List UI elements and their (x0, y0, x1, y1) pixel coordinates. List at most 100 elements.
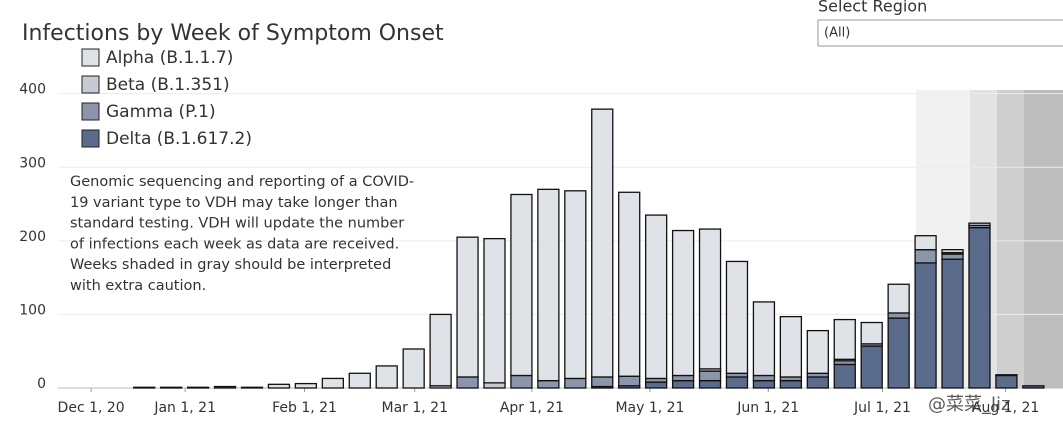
bar-segment (968, 222, 991, 227)
bar-segment (456, 236, 479, 378)
annotation-line: with extra caution. (70, 278, 206, 294)
bar-segment (483, 382, 506, 389)
bar-segment (213, 385, 237, 389)
bar-segment (914, 249, 937, 264)
annotation-line: Genomic sequencing and reporting of a CO… (70, 174, 414, 190)
bar-segment (941, 258, 964, 389)
bar-segment (564, 377, 587, 389)
y-tick-label: 400 (19, 82, 46, 98)
bar-segment (833, 318, 856, 360)
bar-segment (752, 301, 776, 377)
legend-label: Gamma (P.1) (106, 102, 216, 122)
legend-swatch (81, 48, 100, 67)
y-tick-label: 200 (19, 229, 46, 245)
x-tick-label: Apr 1, 21 (500, 400, 564, 416)
x-tick-label: Jun 1, 21 (736, 400, 799, 416)
x-tick-label: Dec 1, 20 (58, 400, 125, 416)
annotation-line: of infections each week as data are rece… (70, 236, 399, 252)
bar-segment (860, 321, 883, 345)
bar-segment (294, 382, 318, 389)
bar-segment (779, 379, 803, 389)
bar-segment (698, 228, 722, 370)
bar-segment (591, 108, 614, 378)
annotation-line: Weeks shaded in gray should be interpret… (70, 257, 391, 273)
chart-title: Infections by Week of Symptom Onset (22, 21, 444, 46)
bar-segment (671, 379, 695, 389)
bar-segment (941, 253, 964, 260)
bar-segment (348, 372, 371, 389)
y-tick-label: 100 (19, 302, 46, 318)
annotation-line: 19 variant type to VDH may take longer t… (70, 195, 398, 211)
bar-segment (725, 376, 749, 389)
bar-segment (779, 315, 803, 378)
filter-value[interactable]: (All) (824, 26, 850, 41)
bar-segment (375, 365, 398, 389)
bar-segment (752, 374, 776, 382)
grid: 0 100 200 300 400 Dec 1, 20 Jan 1, 21 Feb 1, 21… (19, 82, 1063, 416)
legend: Alpha (B.1.1.7) Beta (B.1.351) Gamma (P.1)… (81, 48, 252, 149)
bar-segment (752, 379, 776, 389)
bar-segment (725, 260, 749, 374)
legend-swatch (81, 75, 100, 94)
bar-segment (618, 191, 641, 377)
shade-band (997, 90, 1024, 388)
bar-segment (186, 386, 210, 389)
bar-segment (618, 375, 641, 387)
bar-segment (698, 370, 722, 382)
bar-segment (887, 317, 910, 389)
x-tick-label: Jan 1, 21 (153, 400, 216, 416)
bar-segment (402, 348, 425, 389)
bar-segment (887, 283, 910, 314)
x-tick-label: May 1, 21 (615, 400, 684, 416)
bar-segment (995, 374, 1018, 377)
bar-segment (429, 313, 452, 387)
bar-segment (887, 312, 910, 319)
legend-label: Beta (B.1.351) (106, 75, 230, 95)
bar-segment (671, 229, 695, 377)
bar-segment (833, 363, 856, 389)
legend-swatch (81, 102, 100, 121)
bar-segment (914, 262, 937, 389)
bar-segment (564, 190, 587, 380)
bar-segment (456, 376, 479, 389)
y-tick-label: 0 (37, 376, 46, 392)
bar-segment (133, 386, 156, 389)
bar-segment (591, 376, 614, 388)
bar-segment (968, 226, 991, 389)
bar-segment (671, 374, 695, 382)
bar-segment (510, 193, 533, 377)
bar-segment (860, 345, 883, 389)
x-tick-label: Jul 1, 21 (853, 400, 911, 416)
bar-segment (240, 386, 264, 389)
bar-segment (321, 377, 344, 389)
bar-segment (995, 374, 1018, 389)
filter-dropdown[interactable] (817, 19, 1063, 47)
bar-segment (806, 376, 829, 389)
bar-segment (941, 249, 964, 254)
bar-segment (483, 237, 506, 384)
bar-segment (914, 235, 937, 251)
filter-label: Select Region (818, 0, 927, 16)
bar-segment (1022, 385, 1045, 389)
x-tick-label: Aug 1, 21 (972, 400, 1039, 416)
annotation: Genomic sequencing and reporting of a CO… (70, 174, 414, 294)
bar-segment (537, 379, 560, 389)
legend-label: Delta (B.1.617.2) (106, 129, 252, 149)
bar-segment (537, 188, 560, 382)
bar-segment (160, 386, 183, 389)
bar-segment (698, 379, 722, 389)
bar-segment (267, 383, 291, 389)
y-tick-label: 300 (19, 155, 46, 171)
watermark: @菜菜_liz (928, 394, 1010, 415)
legend-label: Alpha (B.1.1.7) (106, 48, 233, 68)
bar-segment (806, 329, 829, 374)
annotation-line: standard testing. VDH will update the nu… (70, 216, 404, 232)
shade-band (1024, 90, 1063, 388)
x-tick-label: Feb 1, 21 (272, 400, 337, 416)
bar-segment (510, 374, 533, 389)
bars (133, 108, 1045, 389)
legend-swatch (81, 129, 100, 148)
bar-segment (644, 381, 668, 389)
x-tick-label: Mar 1, 21 (381, 400, 448, 416)
